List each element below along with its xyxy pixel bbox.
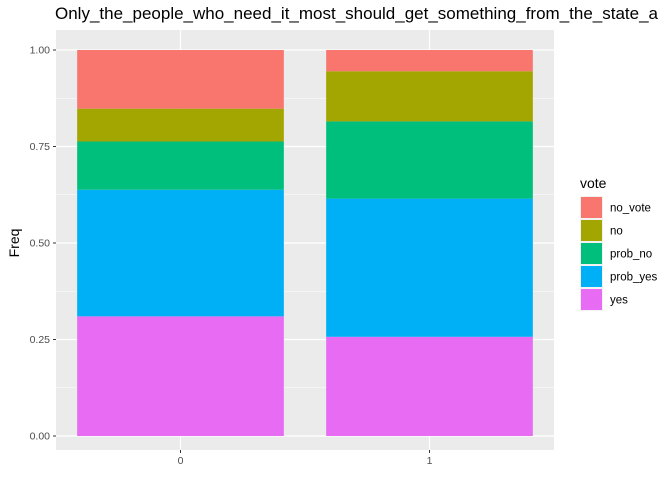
legend-label-no_vote: no_vote	[610, 203, 651, 215]
y-tick-label: 1.00	[30, 45, 51, 57]
y-tick-label: 0.50	[30, 238, 51, 250]
bar-segment-yes-1	[326, 336, 533, 436]
legend-title: vote	[580, 175, 607, 191]
y-axis-title: Freq	[6, 229, 22, 258]
legend-label-prob_yes: prob_yes	[610, 272, 658, 284]
legend-swatch-no	[581, 220, 602, 241]
x-tick-label: 0	[178, 455, 184, 467]
bar-segment-no_vote-1	[326, 50, 533, 72]
legend-label-no: no	[610, 226, 623, 238]
y-tick-label: 0.75	[30, 141, 51, 153]
bar-segment-prob_yes-1	[326, 198, 533, 337]
bar-segment-prob_yes-0	[77, 189, 284, 317]
x-tick-label: 1	[427, 455, 433, 467]
y-tick-label: 0.25	[30, 334, 51, 346]
legend-label-yes: yes	[610, 295, 628, 307]
legend-swatch-prob_no	[581, 243, 602, 264]
bar-segment-prob_no-1	[326, 121, 533, 199]
bar-segment-no_vote-0	[77, 50, 284, 109]
bar-segment-no-1	[326, 71, 533, 122]
bar-segment-yes-0	[77, 316, 284, 436]
bar-segment-prob_no-0	[77, 141, 284, 190]
legend-swatch-prob_yes	[581, 266, 602, 287]
y-axis: 0.00 0.25 0.50 0.75 1.00	[30, 45, 56, 443]
bars	[77, 50, 533, 436]
legend-label-prob_no: prob_no	[610, 249, 652, 261]
legend-swatch-yes	[581, 289, 602, 310]
y-tick-label: 0.00	[30, 431, 51, 443]
bar-segment-no-0	[77, 108, 284, 142]
legend-swatch-no_vote	[581, 197, 602, 218]
chart-title: Only_the_people_who_need_it_most_should_…	[55, 4, 659, 23]
